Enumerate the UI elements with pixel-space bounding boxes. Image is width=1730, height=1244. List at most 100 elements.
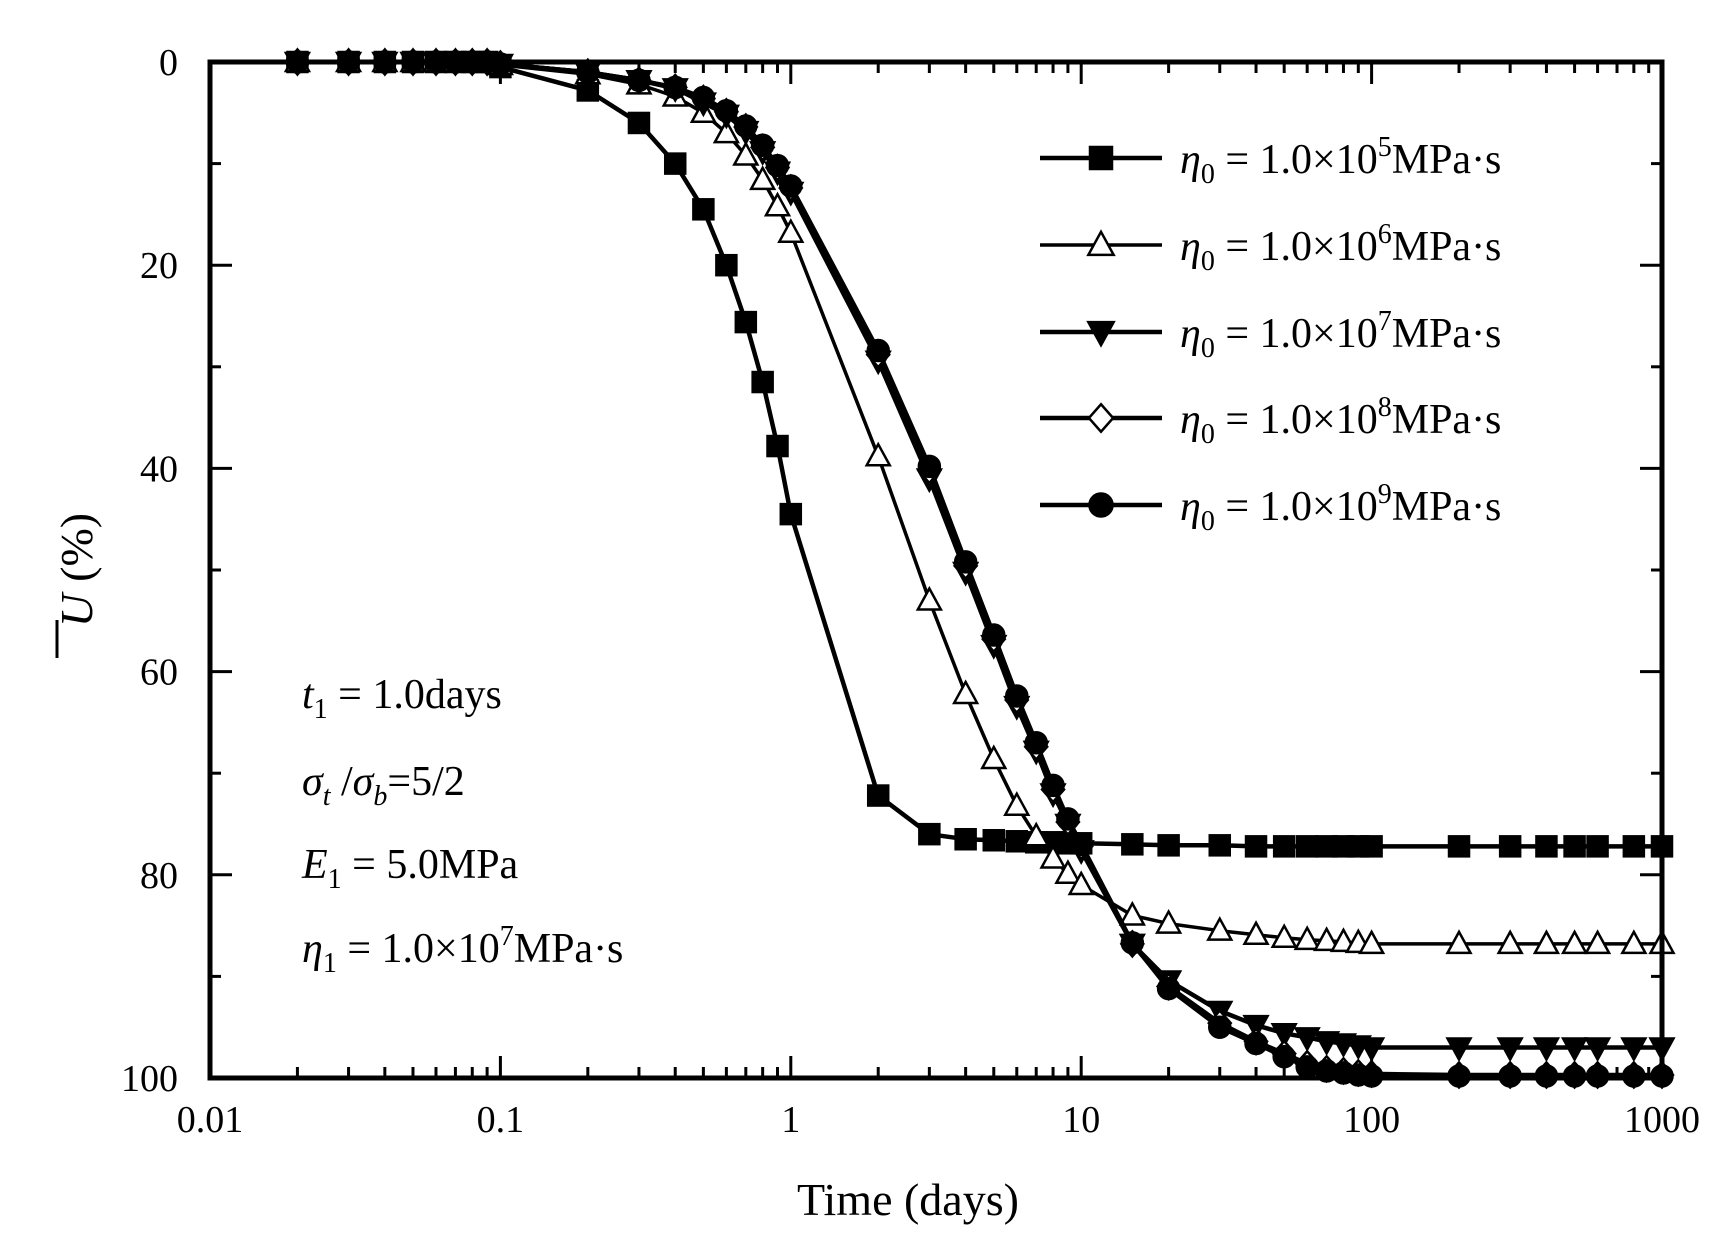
data-point-triangle-up	[1054, 859, 1082, 885]
data-point-square	[1157, 834, 1180, 857]
data-point-triangle-up	[1357, 929, 1386, 955]
legend: η0 = 1.0×105MPa·s η0 = 1.0×106MPa·s η0 = 1…	[1040, 132, 1501, 537]
data-point-triangle-down	[1560, 1037, 1589, 1063]
data-point-square	[954, 827, 977, 851]
axis-ticks: 0.01 0.1 1 10 100 1000 0 20 40 60 80 100	[121, 42, 1700, 1141]
legend-item: η0 = 1.0×106MPa·s	[1040, 219, 1501, 277]
data-point-triangle-up	[1583, 929, 1612, 955]
data-point-circle	[1069, 832, 1093, 857]
legend-item: η0 = 1.0×109MPa·s	[1040, 479, 1501, 537]
y-axis-symbol: U	[51, 591, 102, 627]
data-point-triangle-up	[864, 441, 892, 467]
data-point-triangle-up	[1086, 229, 1116, 257]
data-point-triangle-up	[1206, 916, 1234, 941]
x-tick-label: 10	[1062, 1099, 1100, 1141]
data-point-triangle-down	[1620, 1037, 1648, 1063]
annotation-line: t1 = 1.0days	[302, 672, 502, 725]
data-point-circle	[1024, 730, 1048, 755]
data-point-triangle-down	[1583, 1037, 1612, 1063]
data-point-triangle-up	[1620, 929, 1648, 955]
data-point-square	[692, 198, 715, 221]
data-point-triangle-up	[712, 118, 740, 144]
legend-label: η0 = 1.0×107MPa·s	[1180, 306, 1501, 364]
data-point-triangle-up	[1532, 929, 1561, 955]
data-point-square	[982, 829, 1006, 852]
x-tick-label: 0.01	[177, 1099, 244, 1141]
annotation-line: σt /σb=5/2	[302, 759, 465, 812]
annotation-line: E1 = 5.0MPa	[301, 842, 519, 895]
data-point-triangle-down	[1242, 1014, 1270, 1040]
legend-item: η0 = 1.0×107MPa·s	[1040, 306, 1501, 364]
data-point-triangle-up	[1067, 870, 1095, 896]
data-point-square	[734, 310, 758, 334]
y-tick-label: 20	[140, 245, 178, 287]
data-point-square	[1272, 835, 1296, 858]
data-point-triangle-up	[1022, 821, 1050, 847]
y-axis-unit: (%)	[51, 513, 102, 582]
data-point-triangle-up	[1270, 923, 1298, 949]
data-point-circle	[1272, 1044, 1296, 1069]
annotation-block: t1 = 1.0days σt /σb=5/2 E1 = 5.0MPa η1 = 1.…	[301, 672, 623, 979]
data-point-circle	[1156, 976, 1181, 1001]
data-point-triangle-up	[952, 679, 980, 705]
series-line	[297, 59, 1662, 1050]
data-point-square	[751, 370, 774, 394]
x-tick-label: 100	[1343, 1099, 1400, 1141]
data-point-square	[1005, 830, 1029, 853]
data-point-triangle-up	[763, 191, 792, 217]
data-point-circle	[982, 623, 1006, 647]
y-tick-label: 100	[121, 1058, 178, 1100]
legend-item: η0 = 1.0×108MPa·s	[1040, 392, 1501, 450]
data-point-triangle-up	[732, 140, 760, 166]
data-point-square	[1121, 833, 1144, 856]
data-point-square	[1586, 835, 1609, 858]
annotation-line: η1 = 1.0×107MPa·s	[302, 921, 623, 979]
data-point-square	[866, 784, 890, 807]
y-axis-title: U (%)	[51, 513, 102, 658]
data-point-square	[1244, 835, 1268, 858]
y-tick-label: 60	[140, 652, 178, 694]
data-point-circle	[734, 114, 758, 138]
data-point-square	[1535, 835, 1558, 858]
data-point-square	[1295, 835, 1319, 858]
data-point-circle	[691, 85, 716, 110]
legend-label: η0 = 1.0×105MPa·s	[1180, 132, 1501, 190]
legend-label: η0 = 1.0×109MPa·s	[1180, 479, 1501, 537]
data-point-circle	[714, 99, 739, 123]
data-point-square	[1498, 835, 1522, 858]
data-point-triangle-up	[1496, 929, 1524, 955]
data-point-triangle-up	[980, 744, 1008, 770]
data-point-circle	[1088, 492, 1114, 518]
legend-label: η0 = 1.0×108MPa·s	[1180, 392, 1501, 450]
data-point-circle	[1244, 1031, 1268, 1056]
data-point-triangle-up	[1003, 791, 1031, 816]
data-point-circle	[917, 454, 942, 479]
data-point-triangle-down	[1293, 1027, 1321, 1052]
data-point-triangle-up	[1313, 926, 1341, 952]
data-point-square	[1088, 145, 1114, 171]
x-tick-label: 1	[781, 1099, 800, 1141]
data-point-triangle-down	[1496, 1037, 1524, 1063]
data-point-circle	[750, 133, 775, 158]
data-point-circle	[765, 153, 790, 178]
data-point-square	[779, 502, 803, 526]
x-tick-label: 1000	[1624, 1099, 1700, 1141]
data-point-triangle-up	[1445, 929, 1473, 955]
data-point-square	[1208, 834, 1232, 857]
svg-text:U(%): U (%)	[51, 513, 102, 627]
data-point-triangle-up	[1293, 925, 1321, 951]
series-3	[283, 51, 1676, 1063]
data-point-square	[766, 434, 789, 458]
data-point-circle	[1041, 773, 1065, 798]
data-point-square	[1563, 835, 1586, 858]
data-point-circle	[953, 550, 978, 574]
data-point-circle	[1208, 1015, 1232, 1039]
y-tick-label: 0	[159, 42, 178, 84]
data-point-triangle-down	[1532, 1037, 1561, 1063]
data-point-triangle-up	[1118, 900, 1146, 926]
data-point-square	[1622, 835, 1646, 858]
data-point-diamond	[1087, 402, 1115, 434]
y-tick-label: 80	[140, 855, 178, 897]
data-point-triangle-up	[1039, 843, 1067, 869]
